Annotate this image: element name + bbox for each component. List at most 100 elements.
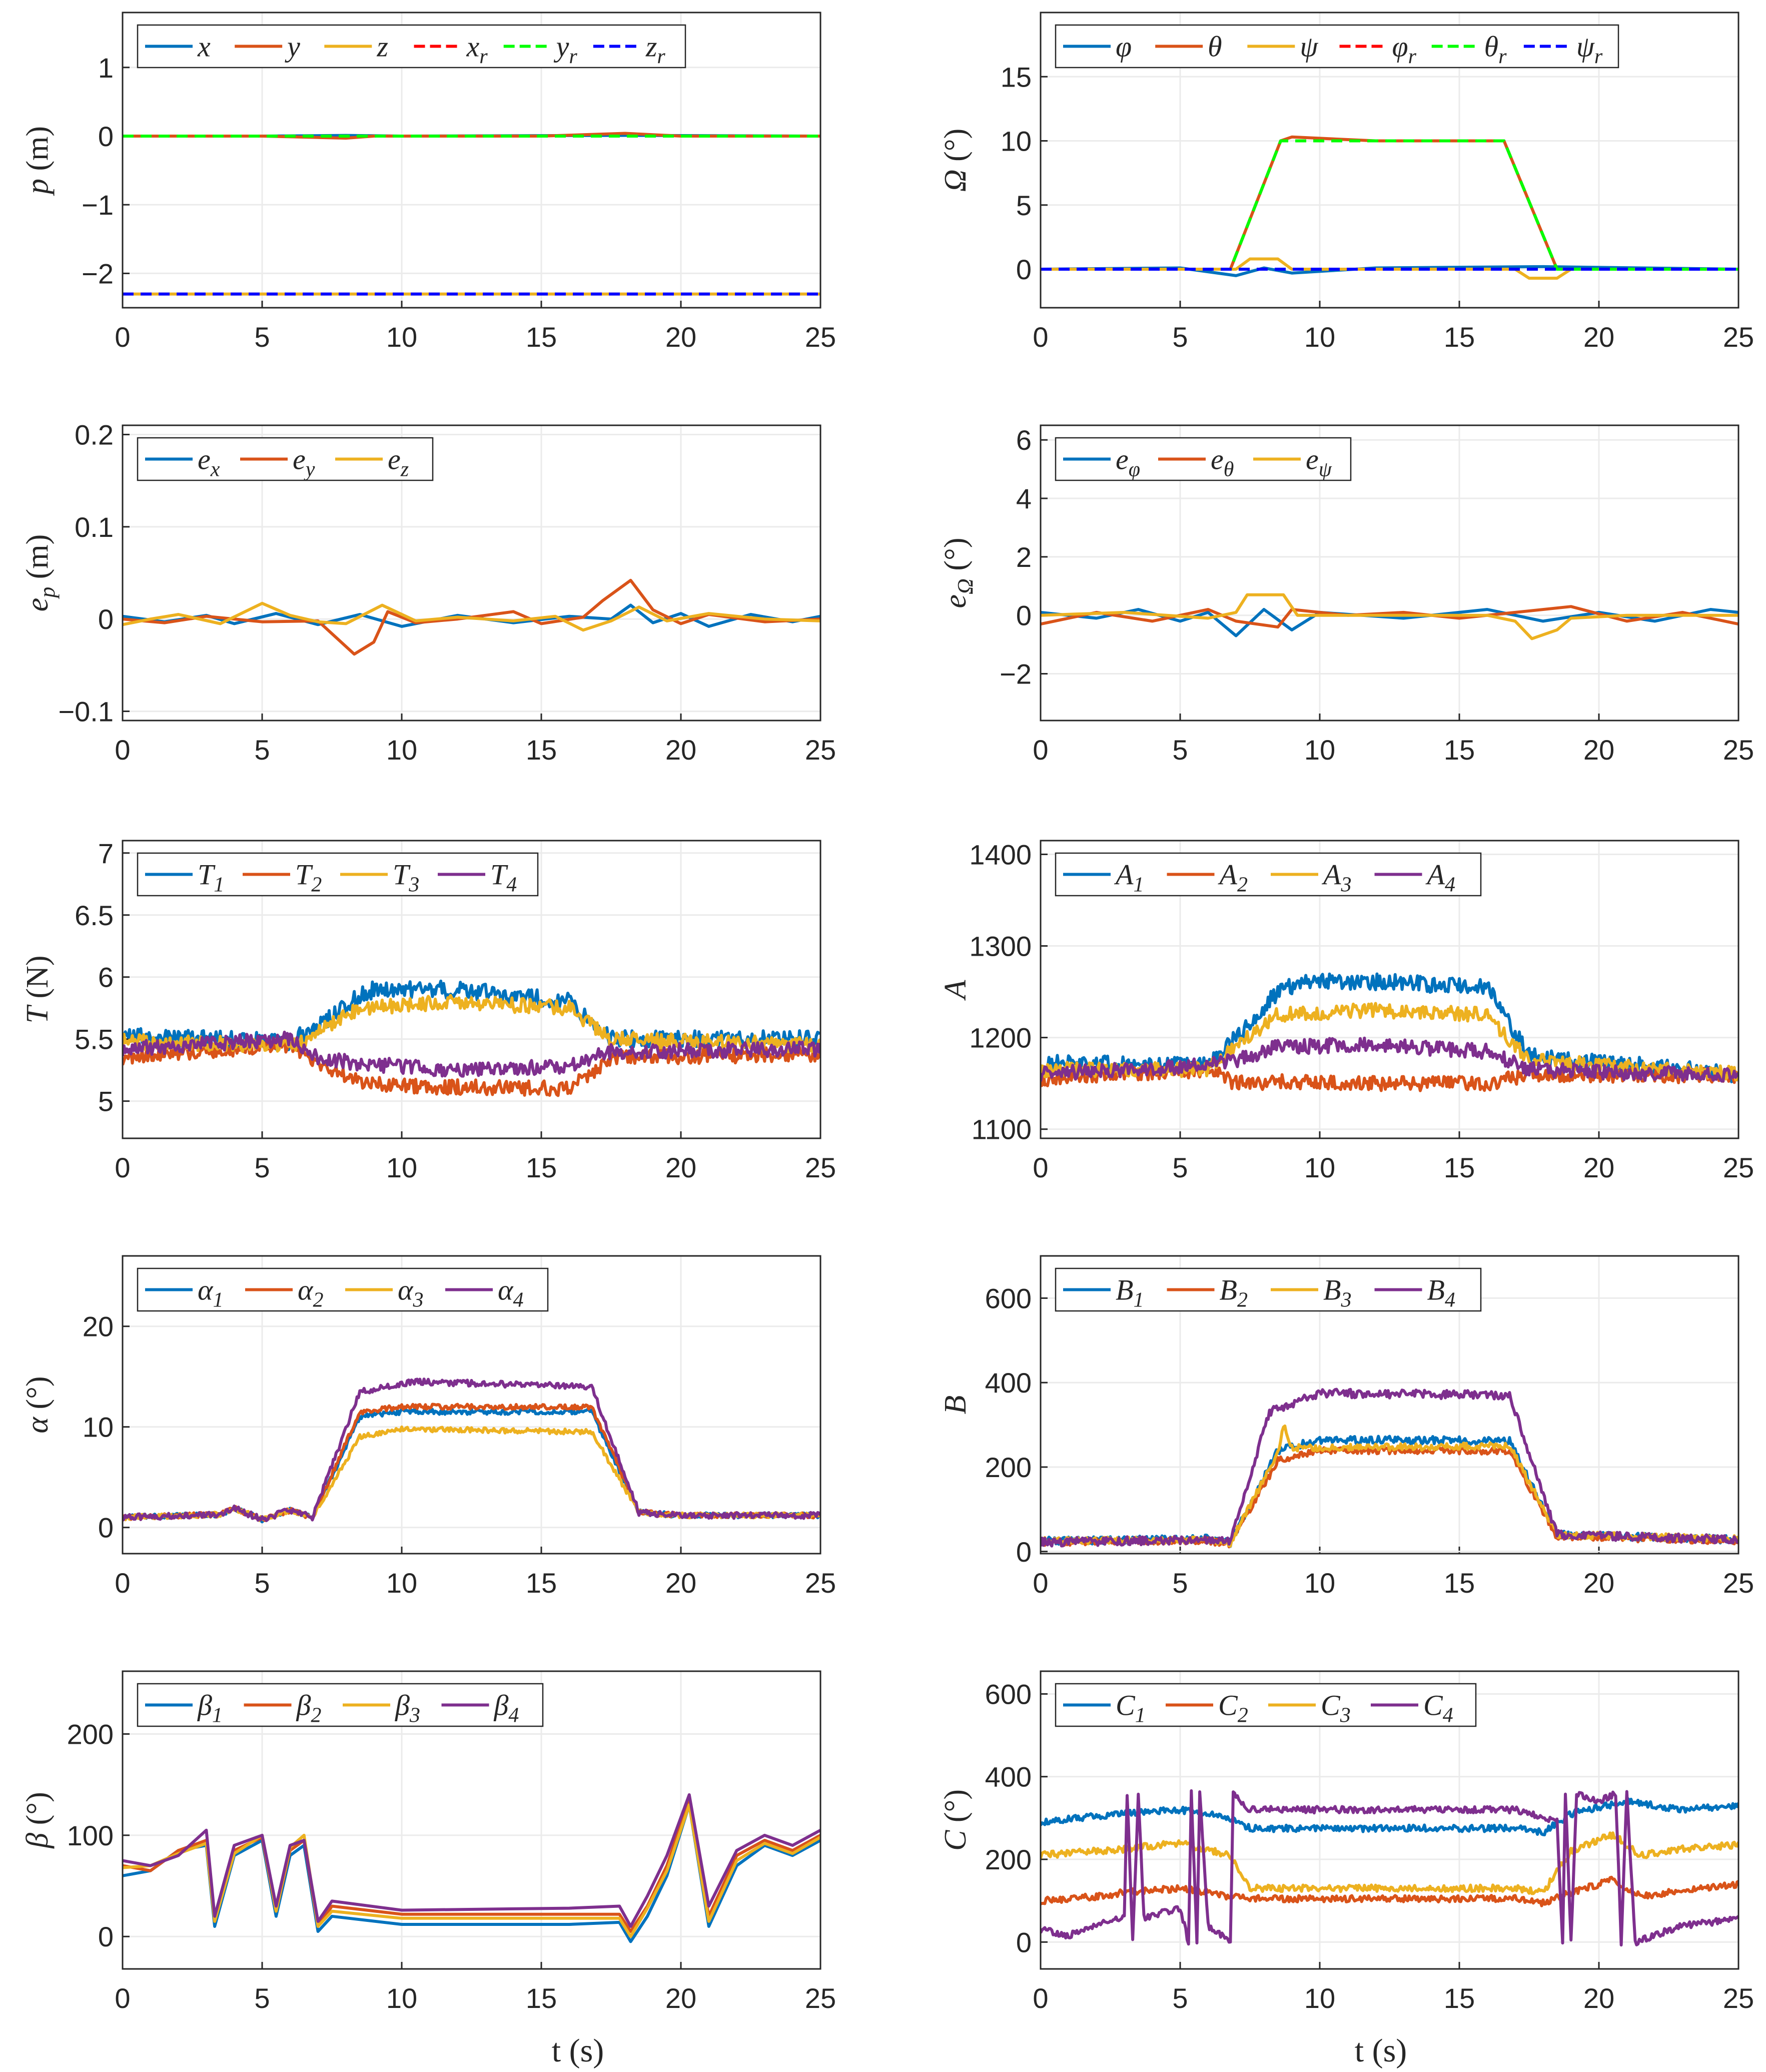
y-tick-label: −0.1	[58, 696, 114, 728]
x-tick-label: 25	[1723, 734, 1754, 766]
legend-label: C4	[1423, 1689, 1453, 1727]
y-axis-label: p (m)	[21, 126, 55, 196]
series-group	[1041, 1388, 1738, 1549]
y-tick-label: 0	[98, 603, 114, 635]
y-tick-label: 1300	[969, 931, 1032, 962]
x-tick-label: 10	[386, 321, 417, 353]
legend-label: θr	[1484, 31, 1507, 69]
y-axis-label: B	[939, 1396, 973, 1415]
series-line-θ_r	[1041, 139, 1738, 271]
series-group	[1041, 593, 1738, 640]
x-tick-label: 0	[1033, 1152, 1048, 1183]
axes-box	[1040, 840, 1739, 1139]
x-tick-label: 25	[805, 734, 836, 766]
x-tick-label: 25	[805, 1982, 836, 2014]
x-tick-label: 0	[115, 1982, 130, 2014]
legend-label: zr	[645, 31, 666, 69]
series-line-T_2	[123, 1037, 820, 1097]
axes-box	[122, 1255, 821, 1555]
legend: eφ eθ eψ	[1055, 437, 1352, 481]
y-tick-label: 0	[98, 1921, 114, 1952]
x-tick-label: 0	[115, 321, 130, 353]
y-tick-label: 0	[98, 1512, 114, 1544]
y-tick-label: 200	[985, 1452, 1032, 1483]
y-axis-label: A	[939, 979, 973, 1001]
x-tick-label: 15	[526, 734, 557, 766]
series-line-B_4	[1041, 1388, 1738, 1548]
legend-label: β3	[395, 1689, 420, 1727]
y-tick-label: 7	[98, 838, 114, 869]
axes-box	[122, 12, 821, 309]
x-tick-label: 25	[805, 1567, 836, 1599]
x-tick-label: 10	[1304, 321, 1335, 353]
x-tick-label: 5	[1172, 1567, 1188, 1599]
y-tick-label: 4	[1016, 483, 1032, 514]
x-tick-label: 25	[1723, 1152, 1754, 1183]
x-tick-label: 10	[1304, 1567, 1335, 1599]
axes-box	[122, 1670, 821, 1970]
y-tick-label: 2	[1016, 541, 1032, 573]
y-axis-label: eΩ (°)	[939, 538, 978, 608]
legend-label: eθ	[1211, 443, 1234, 481]
x-tick-label: 25	[1723, 1982, 1754, 2014]
y-tick-label: 0.1	[75, 511, 114, 543]
y-tick-label: 5	[98, 1086, 114, 1117]
series-line-e_ψ	[1041, 593, 1738, 640]
x-tick-label: 15	[1444, 321, 1475, 353]
legend-label: α3	[398, 1274, 423, 1312]
series-line-C_3	[1041, 1831, 1738, 1895]
legend-label: ψ	[1300, 31, 1318, 63]
legend: C1 C2 C3 C4	[1055, 1683, 1477, 1727]
series-group	[123, 578, 820, 656]
series-group	[123, 979, 820, 1097]
x-tick-label: 15	[1444, 734, 1475, 766]
x-tick-label: 5	[254, 1567, 270, 1599]
legend: β1 β2 β3 β4	[137, 1683, 544, 1727]
legend-label: C2	[1218, 1689, 1248, 1727]
legend-label: A3	[1321, 859, 1351, 897]
y-tick-label: 5.5	[75, 1024, 114, 1055]
x-tick-label: 15	[1444, 1152, 1475, 1183]
x-tick-label: 10	[1304, 1152, 1335, 1183]
x-tick-label: 20	[665, 734, 696, 766]
y-tick-label: −2	[82, 258, 114, 289]
x-tick-label: 20	[1583, 1152, 1614, 1183]
x-tick-label: 5	[254, 1982, 270, 2014]
legend-label: B1	[1116, 1274, 1144, 1312]
y-tick-label: 0	[1016, 1536, 1032, 1568]
series-line-e_z	[123, 601, 820, 632]
panel-5: 0 5 10 15 20 25 1400 1300 1200 1100 A A1 A2 A3 A4	[939, 839, 1754, 1183]
legend-label: ex	[198, 443, 220, 481]
y-tick-label: 20	[83, 1311, 114, 1342]
x-tick-label: 5	[1172, 1152, 1188, 1183]
legend-label: C3	[1321, 1689, 1351, 1727]
x-tick-label: 5	[1172, 734, 1188, 766]
x-tick-label: 25	[805, 1152, 836, 1183]
legend: x y z xr yr zr	[137, 24, 686, 69]
legend-label: y	[285, 31, 300, 63]
y-tick-label: 200	[67, 1718, 114, 1750]
x-tick-label: 15	[1444, 1567, 1475, 1599]
x-tick-label: 15	[1444, 1982, 1475, 2014]
y-tick-label: 200	[985, 1844, 1032, 1875]
legend-label: φ	[1116, 31, 1132, 63]
y-tick-label: −1	[82, 189, 114, 221]
legend-label: z	[376, 31, 388, 63]
legend-label: A4	[1425, 859, 1455, 897]
panel-1: 0 5 10 15 20 25 15 10 5 0 Ω (°) φ θ ψ φr θr ψr	[939, 12, 1754, 353]
legend-label: β2	[296, 1689, 322, 1727]
x-axis-label-left: t (s)	[552, 2032, 604, 2069]
legend-label: α1	[198, 1274, 223, 1312]
x-tick-label: 10	[386, 1982, 417, 2014]
legend-label: A2	[1218, 859, 1248, 897]
x-tick-label: 5	[254, 1152, 270, 1183]
series-line-e_x	[123, 603, 820, 628]
y-tick-label: 15	[1001, 61, 1032, 93]
legend: φ θ ψ φr θr ψr	[1055, 24, 1619, 69]
axes-box	[1040, 12, 1739, 309]
x-tick-label: 20	[665, 1567, 696, 1599]
y-tick-label: 400	[985, 1761, 1032, 1793]
x-tick-label: 20	[1583, 321, 1614, 353]
